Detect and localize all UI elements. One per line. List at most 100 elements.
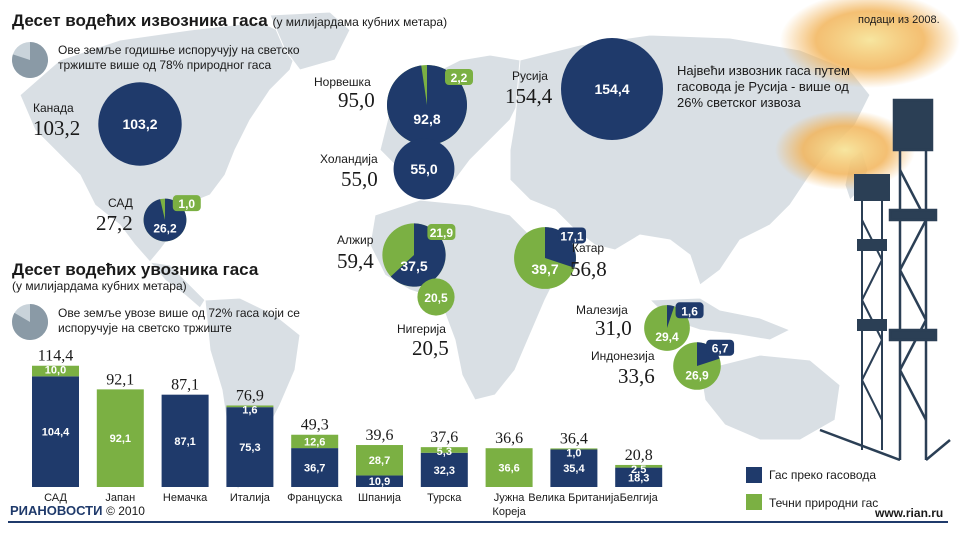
bar-pipeline-segment <box>291 448 339 487</box>
exporter-total-label: 103,2 <box>33 116 80 140</box>
bar-pipeline-label: 35,4 <box>563 463 585 475</box>
bar-pipeline-segment <box>356 475 403 487</box>
exporter-country-label: Норвешка <box>314 75 371 89</box>
ria-novosti-logo[interactable]: РИАНОВОСТИ © 2010 <box>10 503 145 518</box>
bar-lng-label: 28,7 <box>369 455 390 467</box>
bar-category-label: Кореја <box>492 506 526 518</box>
bubble-minor-badge <box>558 227 587 244</box>
legend-swatch-lng <box>746 494 762 510</box>
tower-right <box>819 98 951 462</box>
pipeline-slice <box>98 82 182 166</box>
footer-rule <box>8 521 948 523</box>
bubble-main-value: 92,8 <box>413 111 440 127</box>
central-america-shape <box>148 261 206 309</box>
bubble-minor-badge <box>445 68 474 85</box>
bubble-minor-value: 2,2 <box>451 71 468 85</box>
bubble-value: 154,4 <box>594 81 629 97</box>
pipeline-slice <box>561 38 663 140</box>
bar-lng-label: 5,3 <box>437 446 452 458</box>
bar-pipeline-segment <box>161 394 209 487</box>
importer-bar: 35,4 1,036,4 Велика Британија <box>528 430 620 504</box>
bar-lng-label: 1,6 <box>242 404 257 416</box>
flame-top <box>780 0 960 88</box>
bar-category-label: Турска <box>427 492 462 504</box>
pipeline-slice <box>667 305 675 328</box>
importer-bar: 87,1 87,1 Немачка <box>161 377 209 504</box>
exporter-total-label: 59,4 <box>337 249 374 273</box>
bar-total-label: 87,1 <box>171 377 199 394</box>
russia-note: Највећи извозник гаса путем гасовода је … <box>677 63 850 110</box>
exporter-total-label: 27,2 <box>96 211 133 235</box>
exporter-country-label: САД <box>108 196 133 210</box>
bar-lng-segment <box>550 448 598 450</box>
exporter-total-label: 154,4 <box>505 84 553 108</box>
greenland-shape <box>269 11 351 71</box>
exporter-country-label: Алжир <box>337 233 374 247</box>
bar-lng-label: 1,0 <box>566 447 581 459</box>
exporter-bubble: 37,5 21,9 Алжир 59,4 <box>337 223 456 287</box>
bar-lng-segment <box>226 405 274 408</box>
bar-lng-label: 2,5 <box>631 464 646 476</box>
bar-lng-label: 36,6 <box>498 463 519 475</box>
bar-total-label: 92,1 <box>106 371 134 388</box>
flame-bottom <box>775 110 915 190</box>
exporter-country-label: Нигерија <box>397 322 446 336</box>
bar-category-label: Белгија <box>620 492 659 504</box>
bubble-value: 20,5 <box>424 291 448 305</box>
bar-total-label: 49,3 <box>301 417 329 434</box>
legend-swatch-pipeline <box>746 467 762 483</box>
bubble-main-value: 39,7 <box>531 261 558 277</box>
bar-pipeline-segment <box>615 467 663 487</box>
bar-pipeline-segment <box>226 407 274 487</box>
exporters-title: Десет водећих извозника гаса (у милијард… <box>12 11 448 30</box>
importers-subtitle: (у милијардама кубних метара) <box>12 279 187 293</box>
bar-total-label: 114,4 <box>38 348 73 365</box>
bubble-minor-value: 21,9 <box>430 226 454 240</box>
bar-pipeline-label: 18,3 <box>628 472 649 484</box>
bar-pipeline-label: 75,3 <box>239 442 260 454</box>
bar-total-label: 36,4 <box>560 430 588 447</box>
bar-lng-label: 92,1 <box>110 433 131 445</box>
bubble-minor-value: 1,6 <box>681 304 698 318</box>
exporter-total-label: 56,8 <box>570 257 607 281</box>
exporter-country-label: Малезија <box>576 303 628 317</box>
bar-lng-segment <box>420 447 468 453</box>
data-year-note: подаци из 2008. <box>858 14 940 26</box>
copyright: © 2010 <box>106 504 145 518</box>
pipeline-slice <box>545 227 576 268</box>
bar-category-label: Јужна <box>494 492 526 504</box>
tower-left <box>854 174 890 450</box>
bubble-value: 55,0 <box>410 161 437 177</box>
legend-label-pipeline: Гас преко гасовода <box>769 468 876 482</box>
bar-pipeline-label: 36,7 <box>304 463 325 475</box>
bar-lng-segment <box>485 448 533 487</box>
importer-bar: 32,3 5,337,6 Турска <box>420 429 468 504</box>
importer-bar: 36,6 36,6 Јужна Кореја <box>485 430 533 518</box>
bar-lng-label: 12,6 <box>304 436 325 448</box>
site-link[interactable]: www.rian.ru <box>875 506 944 520</box>
bubble-main-value: 29,4 <box>655 330 679 344</box>
exporter-country-label: Холандија <box>320 152 378 166</box>
exporter-country-label: Катар <box>572 241 604 255</box>
exporter-country-label: Индонезија <box>591 349 655 363</box>
australia-shape <box>699 354 841 441</box>
importer-bar: 36,7 12,6 49,3 Француска <box>287 417 343 504</box>
bubble-minor-badge <box>675 302 704 319</box>
bar-category-label: Италија <box>230 492 271 504</box>
bar-total-label: 20,8 <box>625 447 653 464</box>
bar-pipeline-segment <box>550 449 598 487</box>
importer-bar: 92,1 92,1 Јапан <box>96 371 144 504</box>
bubble-main-value: 37,5 <box>400 258 427 274</box>
bar-category-label: Немачка <box>163 492 208 504</box>
importer-bar: 18,32,520,8 Белгија <box>615 447 663 504</box>
